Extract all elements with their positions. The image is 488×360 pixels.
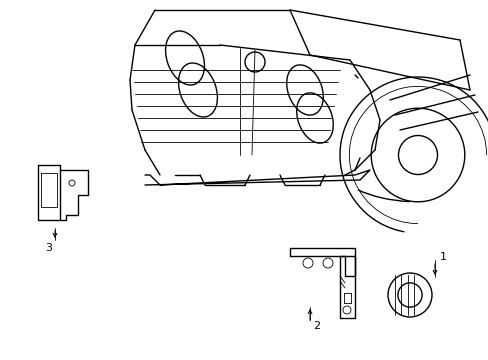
Text: 3: 3 (45, 243, 52, 253)
Text: 2: 2 (312, 321, 320, 331)
Text: 1: 1 (439, 252, 446, 262)
